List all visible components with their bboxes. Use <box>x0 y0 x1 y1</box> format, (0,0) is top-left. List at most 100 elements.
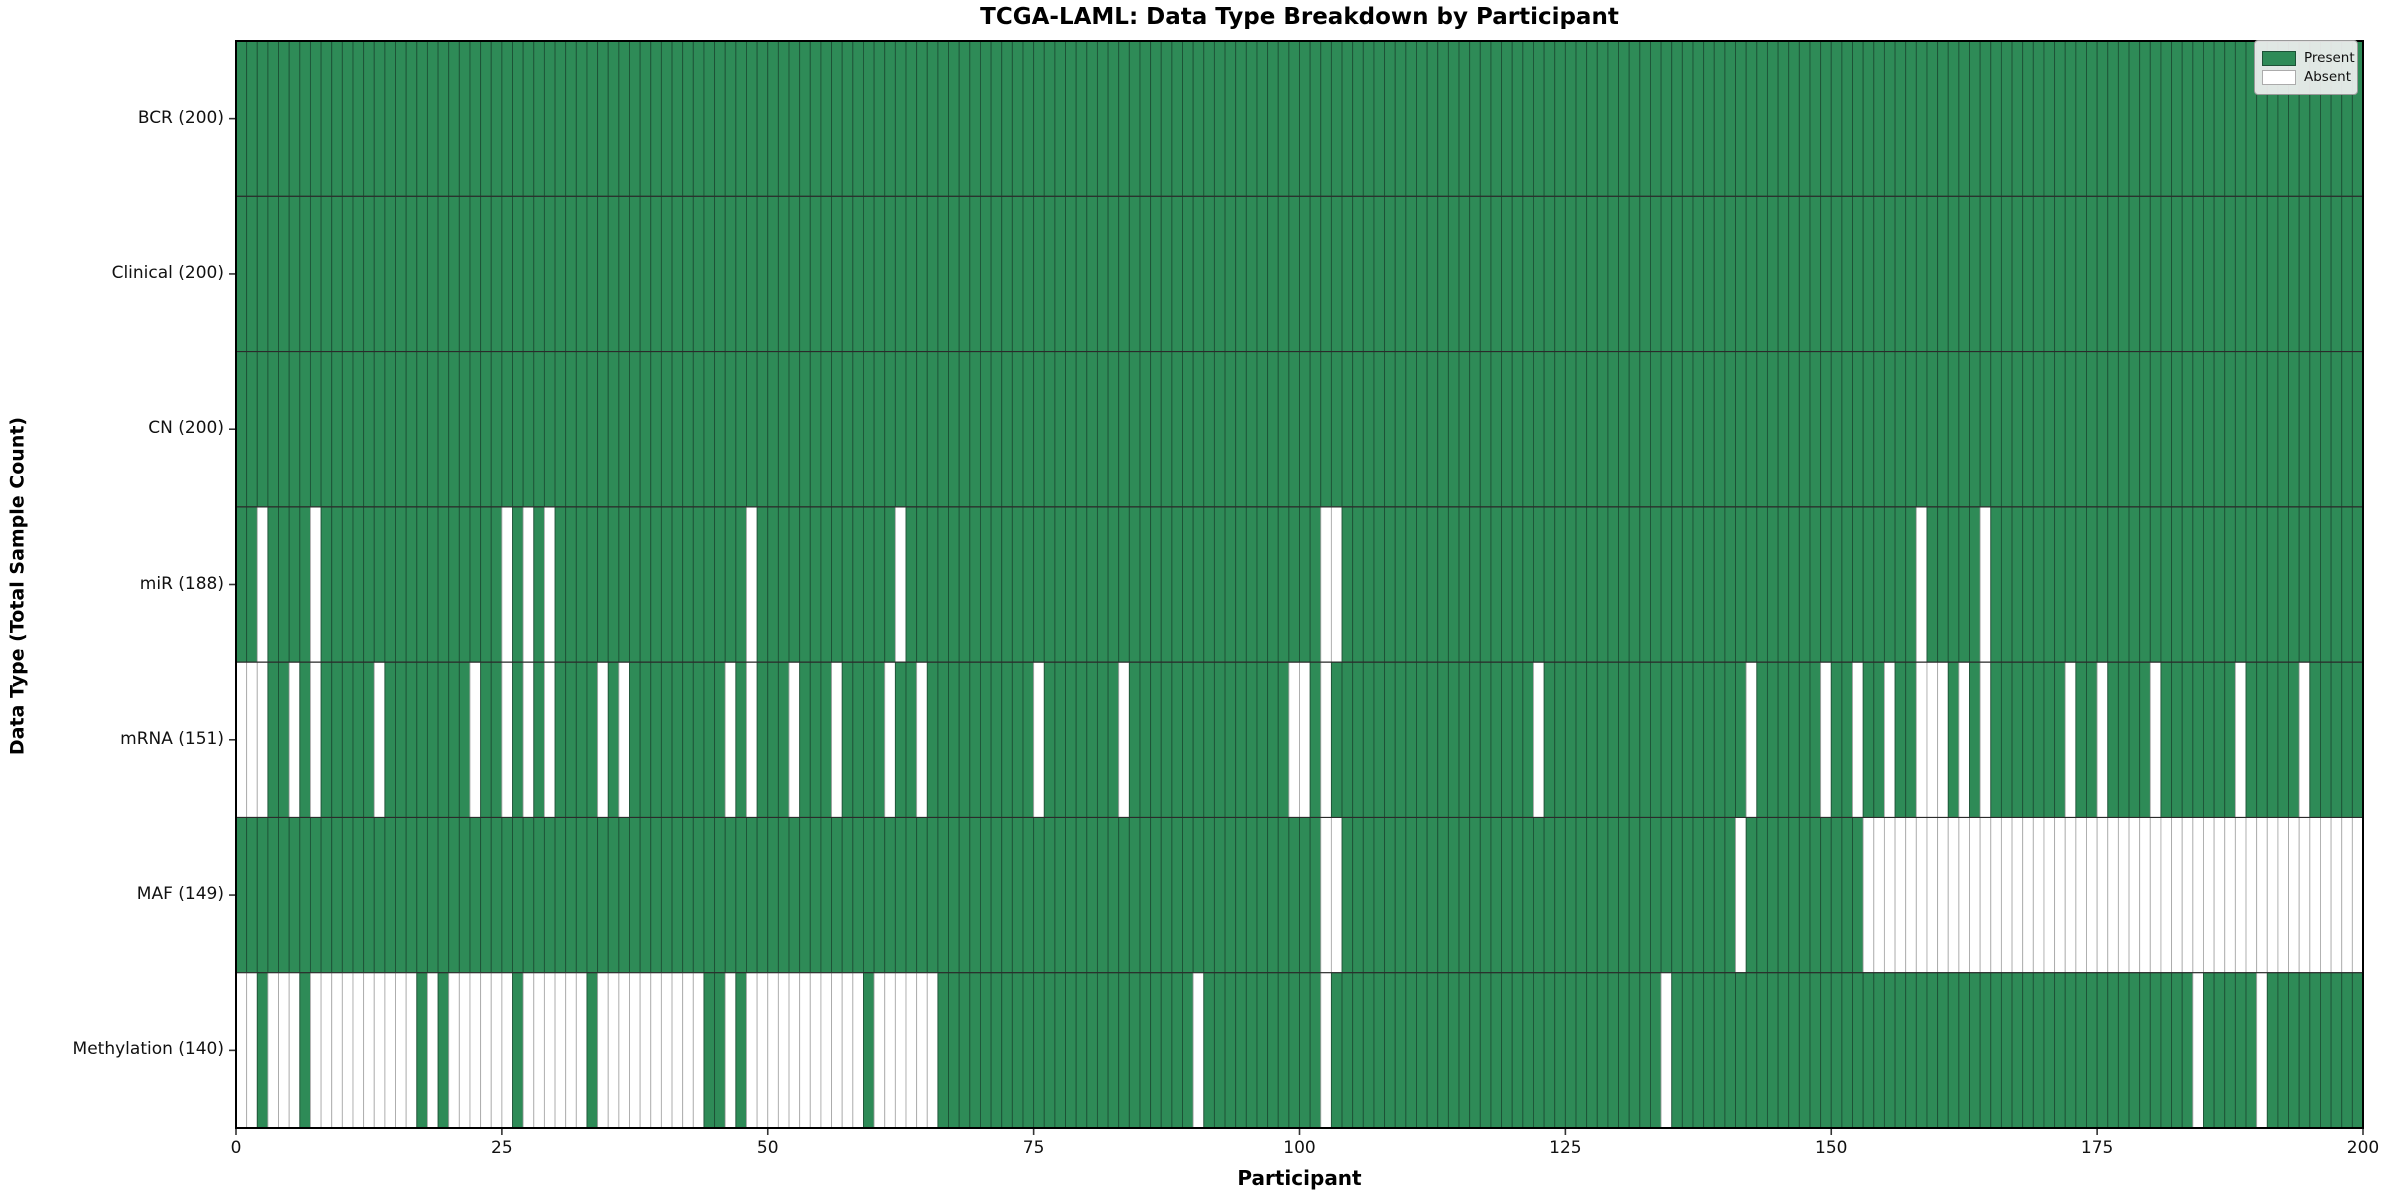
cell-mRNA-150 <box>1830 661 1843 818</box>
cell-Methylation-178 <box>2128 972 2141 1129</box>
cell-Methylation-9 <box>331 972 343 1129</box>
cell-CN-188 <box>2234 351 2247 508</box>
cell-mRNA-178 <box>2128 661 2141 818</box>
cell-miR-162 <box>1958 506 1970 663</box>
cell-Methylation-119 <box>1501 972 1513 1129</box>
cell-CN-124 <box>1554 351 1566 508</box>
cell-BCR-22 <box>469 40 482 197</box>
cell-BCR-73 <box>1011 40 1024 197</box>
cell-mRNA-147 <box>1798 661 1811 818</box>
cell-mRNA-51 <box>777 661 790 818</box>
cell-Clinical-8 <box>320 195 333 353</box>
legend-absent-label: Absent <box>2304 69 2351 85</box>
cell-mRNA-189 <box>2245 661 2258 818</box>
cell-mRNA-52 <box>788 661 801 818</box>
cell-Methylation-176 <box>2107 972 2119 1129</box>
cell-miR-105 <box>1352 506 1364 663</box>
cell-miR-84 <box>1128 506 1141 663</box>
cell-mRNA-82 <box>1107 661 1120 818</box>
cell-BCR-13 <box>373 40 386 197</box>
cell-mRNA-94 <box>1235 661 1247 818</box>
cell-mRNA-182 <box>2171 661 2183 818</box>
cell-Methylation-28 <box>533 972 545 1129</box>
cell-miR-182 <box>2171 506 2183 663</box>
cell-BCR-34 <box>597 40 609 197</box>
cell-CN-110 <box>1405 351 1417 508</box>
cell-mRNA-1 <box>246 661 258 818</box>
cell-mRNA-161 <box>1947 661 1960 818</box>
cell-miR-120 <box>1511 506 1524 663</box>
cell-mRNA-135 <box>1671 661 1683 818</box>
cell-Clinical-72 <box>1001 195 1013 353</box>
cell-Methylation-116 <box>1469 972 1481 1129</box>
cell-Methylation-165 <box>1990 972 2002 1129</box>
cell-Methylation-140 <box>1724 972 1736 1129</box>
cell-Clinical-119 <box>1501 195 1513 353</box>
cell-CN-149 <box>1820 351 1832 508</box>
cell-miR-121 <box>1522 506 1534 663</box>
y-tick-label-Clinical: Clinical (200) <box>111 262 224 283</box>
cell-CN-11 <box>352 351 365 508</box>
cell-miR-40 <box>660 506 673 663</box>
cell-Clinical-175 <box>2096 195 2109 353</box>
cell-miR-117 <box>1479 506 1492 663</box>
cell-mRNA-67 <box>948 661 960 818</box>
cell-CN-70 <box>980 351 992 508</box>
cell-miR-51 <box>777 506 790 663</box>
cell-miR-14 <box>384 506 396 663</box>
cell-BCR-37 <box>629 40 641 197</box>
cell-CN-24 <box>490 351 503 508</box>
cell-MAF-86 <box>1150 816 1162 974</box>
cell-mRNA-11 <box>352 661 365 818</box>
cell-miR-152 <box>1852 506 1864 663</box>
cell-CN-39 <box>650 351 662 508</box>
cell-Methylation-159 <box>1926 972 1939 1129</box>
cell-MAF-181 <box>2160 816 2173 974</box>
absent-swatch-icon <box>2262 69 2296 85</box>
cell-MAF-187 <box>2224 816 2236 974</box>
cell-miR-49 <box>756 506 769 663</box>
cell-mRNA-96 <box>1256 661 1269 818</box>
cell-Clinical-100 <box>1299 195 1311 353</box>
cell-MAF-31 <box>565 816 577 974</box>
cell-Clinical-64 <box>916 195 928 353</box>
cell-Methylation-96 <box>1256 972 1269 1129</box>
cell-BCR-4 <box>278 40 290 197</box>
cell-MAF-79 <box>1075 816 1088 974</box>
cell-mRNA-18 <box>426 661 439 818</box>
cell-BCR-14 <box>384 40 396 197</box>
cell-Methylation-36 <box>618 972 630 1129</box>
cell-BCR-24 <box>490 40 503 197</box>
cell-BCR-164 <box>1979 40 1992 197</box>
cell-Methylation-0 <box>235 972 248 1129</box>
cell-MAF-195 <box>2309 816 2321 974</box>
legend: Present Absent <box>2254 40 2358 95</box>
cell-Methylation-6 <box>299 972 311 1129</box>
cell-BCR-8 <box>320 40 333 197</box>
cell-Methylation-14 <box>384 972 396 1129</box>
cell-CN-77 <box>1054 351 1066 508</box>
cell-CN-51 <box>777 351 790 508</box>
cell-Clinical-167 <box>2011 195 2024 353</box>
cell-miR-156 <box>1894 506 1907 663</box>
cell-Methylation-182 <box>2171 972 2183 1129</box>
cell-MAF-50 <box>767 816 779 974</box>
cell-BCR-25 <box>501 40 513 197</box>
cell-mRNA-192 <box>2277 661 2289 818</box>
cell-Clinical-22 <box>469 195 482 353</box>
cell-MAF-76 <box>1043 816 1056 974</box>
cell-MAF-166 <box>2000 816 2013 974</box>
cell-BCR-56 <box>831 40 843 197</box>
cell-MAF-69 <box>969 816 981 974</box>
cell-MAF-19 <box>437 816 450 974</box>
cell-Methylation-43 <box>692 972 705 1129</box>
cell-Clinical-70 <box>980 195 992 353</box>
cell-miR-181 <box>2160 506 2173 663</box>
cell-Methylation-145 <box>1777 972 1790 1129</box>
cell-MAF-179 <box>2139 816 2151 974</box>
cell-CN-48 <box>746 351 758 508</box>
cell-miR-24 <box>490 506 503 663</box>
cell-Methylation-194 <box>2298 972 2311 1129</box>
cell-CN-151 <box>1841 351 1853 508</box>
